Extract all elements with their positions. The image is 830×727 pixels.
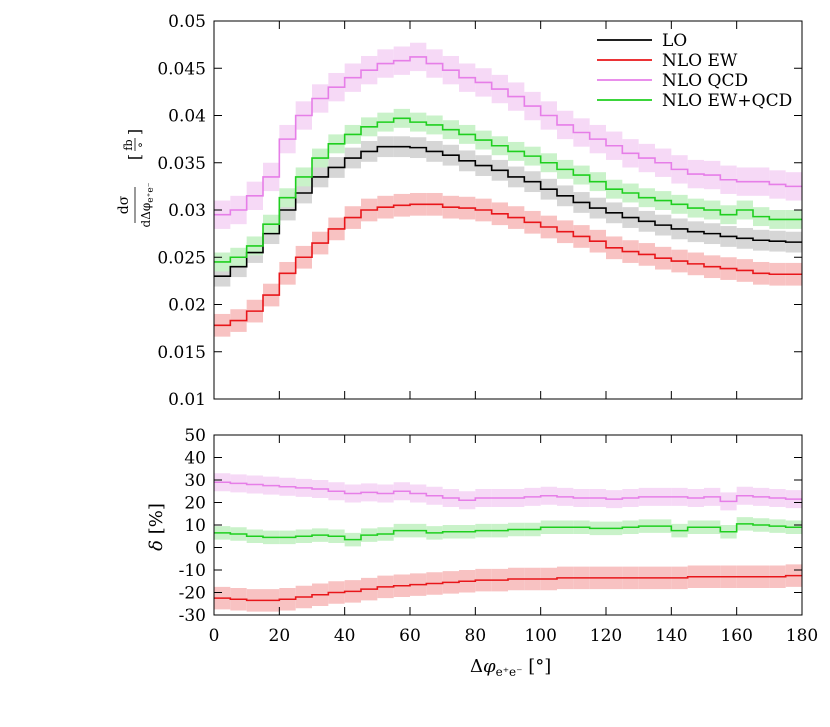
- bottom-xtick-label: 20: [269, 626, 291, 646]
- svg-text:°: °: [137, 142, 150, 148]
- bottom-ytick-label: -20: [179, 584, 206, 604]
- bottom-ytick-label: 10: [184, 516, 206, 536]
- bottom-ylabel: δ [%]: [146, 503, 167, 551]
- bottom-x-axis-label: Δφe⁺e⁻ [°]: [470, 656, 551, 679]
- bottom-ytick-label: -10: [179, 561, 206, 581]
- bottom-bands: [214, 473, 802, 612]
- top-series-nlo-qcd: [214, 56, 802, 216]
- top-ytick-label: 0.02: [168, 296, 206, 316]
- top-ytick-label: 0.03: [168, 201, 206, 221]
- top-plot: 0.01 0.015 0.02 0.025 0.03 0.035 0.04 0.045 0.05…: [116, 12, 803, 410]
- top-ytick-label: 0.015: [157, 343, 206, 363]
- top-lines: [214, 56, 802, 327]
- bottom-xtick-label: 40: [334, 626, 356, 646]
- top-ytick-label: 0.035: [157, 154, 206, 174]
- top-ytick-label: 0.01: [168, 390, 206, 410]
- top-ticks: 0.01 0.015 0.02 0.025 0.03 0.035 0.04 0.045 0.05: [157, 12, 803, 410]
- bottom-series-nlo-qcd: [214, 481, 802, 503]
- top-series-nlo-ew: [214, 203, 802, 327]
- top-ylabel: dσ: [116, 195, 132, 214]
- bottom-ytick-label: -30: [179, 606, 206, 626]
- bottom-ytick-label: 20: [184, 494, 206, 514]
- top-series-lo: [214, 145, 802, 277]
- bottom-ytick-label: 40: [184, 449, 206, 469]
- bottom-series-nlo-ew: [214, 574, 802, 602]
- legend-label-nlo-ew-qcd: NLO EW+QCD: [662, 91, 792, 111]
- svg-text:Δφe⁺e⁻ [°]: Δφe⁺e⁻ [°]: [470, 656, 551, 679]
- bottom-xtick-label: 140: [655, 626, 687, 646]
- bottom-xtick-label: 0: [209, 626, 220, 646]
- legend-label-nlo-qcd: NLO QCD: [662, 71, 748, 91]
- bottom-xtick-label: 60: [399, 626, 421, 646]
- bottom-xtick-label: 100: [524, 626, 556, 646]
- top-ytick-label: 0.045: [157, 59, 206, 79]
- bottom-xtick-label: 180: [786, 626, 818, 646]
- bottom-series-nlo-ew-qcd: [214, 523, 802, 541]
- bottom-ytick-label: 0: [195, 539, 206, 559]
- bottom-ytick-label: 50: [184, 426, 206, 446]
- top-series-nlo-ew-qcd: [214, 117, 802, 263]
- bottom-lines: [214, 481, 802, 602]
- top-ytick-label: 0.05: [168, 12, 206, 32]
- bottom-xtick-label: 120: [590, 626, 622, 646]
- svg-text:fb: fb: [122, 139, 135, 150]
- svg-text:dΔφe⁺e⁻: dΔφe⁺e⁻: [139, 182, 156, 227]
- svg-text:]: ]: [125, 129, 144, 135]
- bottom-xtick-label: 160: [720, 626, 752, 646]
- svg-text:[: [: [125, 154, 144, 160]
- legend-label-nlo-ew: NLO EW: [662, 51, 738, 71]
- legend-label-lo: LO: [662, 31, 687, 51]
- top-ytick-label: 0.025: [157, 248, 206, 268]
- bottom-ytick-label: 30: [184, 471, 206, 491]
- top-y-axis-label: dσ dΔφe⁺e⁻ [ fb ° ]: [116, 129, 156, 228]
- top-ytick-label: 0.04: [168, 107, 206, 127]
- bottom-xtick-label: 80: [465, 626, 487, 646]
